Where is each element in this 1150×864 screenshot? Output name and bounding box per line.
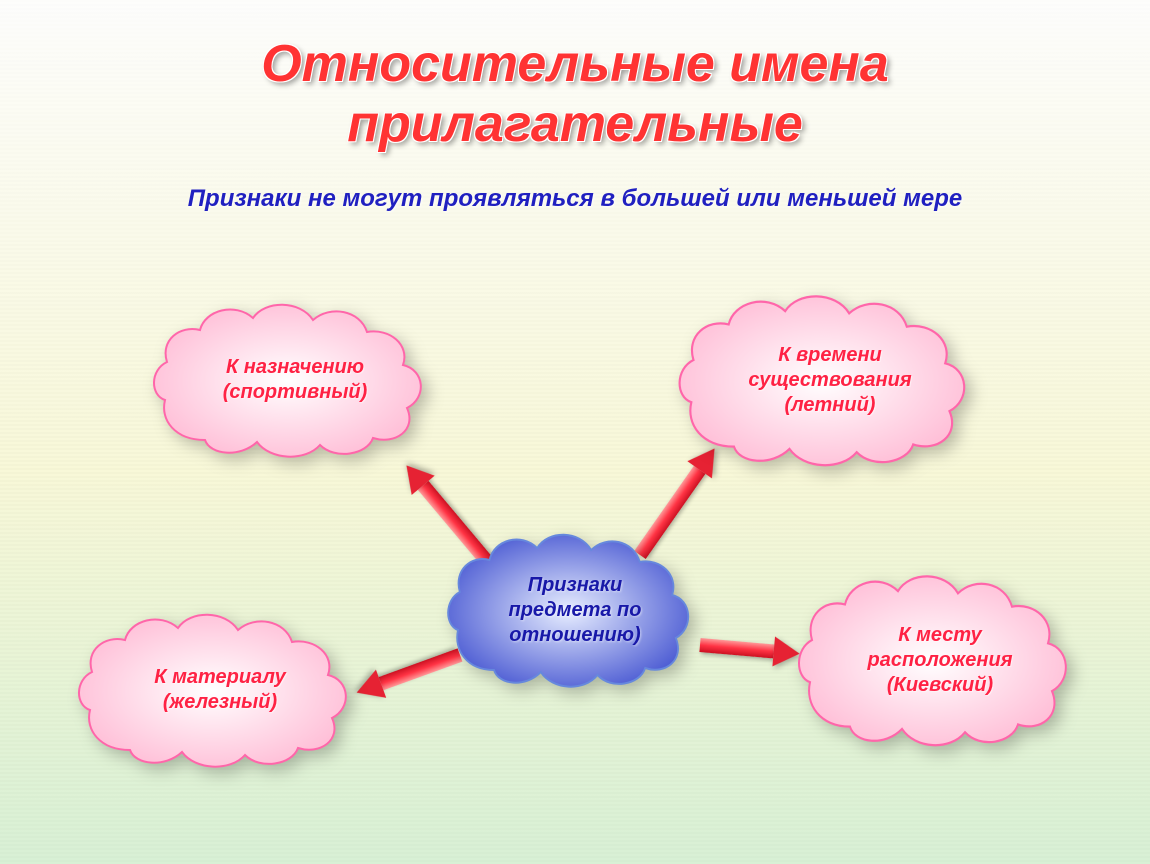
arrow-to-place [699,630,801,669]
cloud-place: К местурасположения(Киевский) [790,560,1090,760]
cloud-center-label: Признакипредмета поотношению) [487,573,664,648]
cloud-time: К временисуществования(летний) [670,280,990,480]
cloud-place-label: К местурасположения(Киевский) [846,623,1035,698]
cloud-purpose: К назначению(спортивный) [145,290,445,470]
cloud-time-label: К временисуществования(летний) [726,343,933,418]
cloud-purpose-label: К назначению(спортивный) [201,355,390,405]
cloud-material: К материалу(железный) [70,600,370,780]
cloud-material-label: К материалу(железный) [132,665,308,715]
cloud-center: Признакипредмета поотношению) [440,520,710,700]
diagram-stage: К назначению(спортивный) К временисущест… [0,0,1150,864]
